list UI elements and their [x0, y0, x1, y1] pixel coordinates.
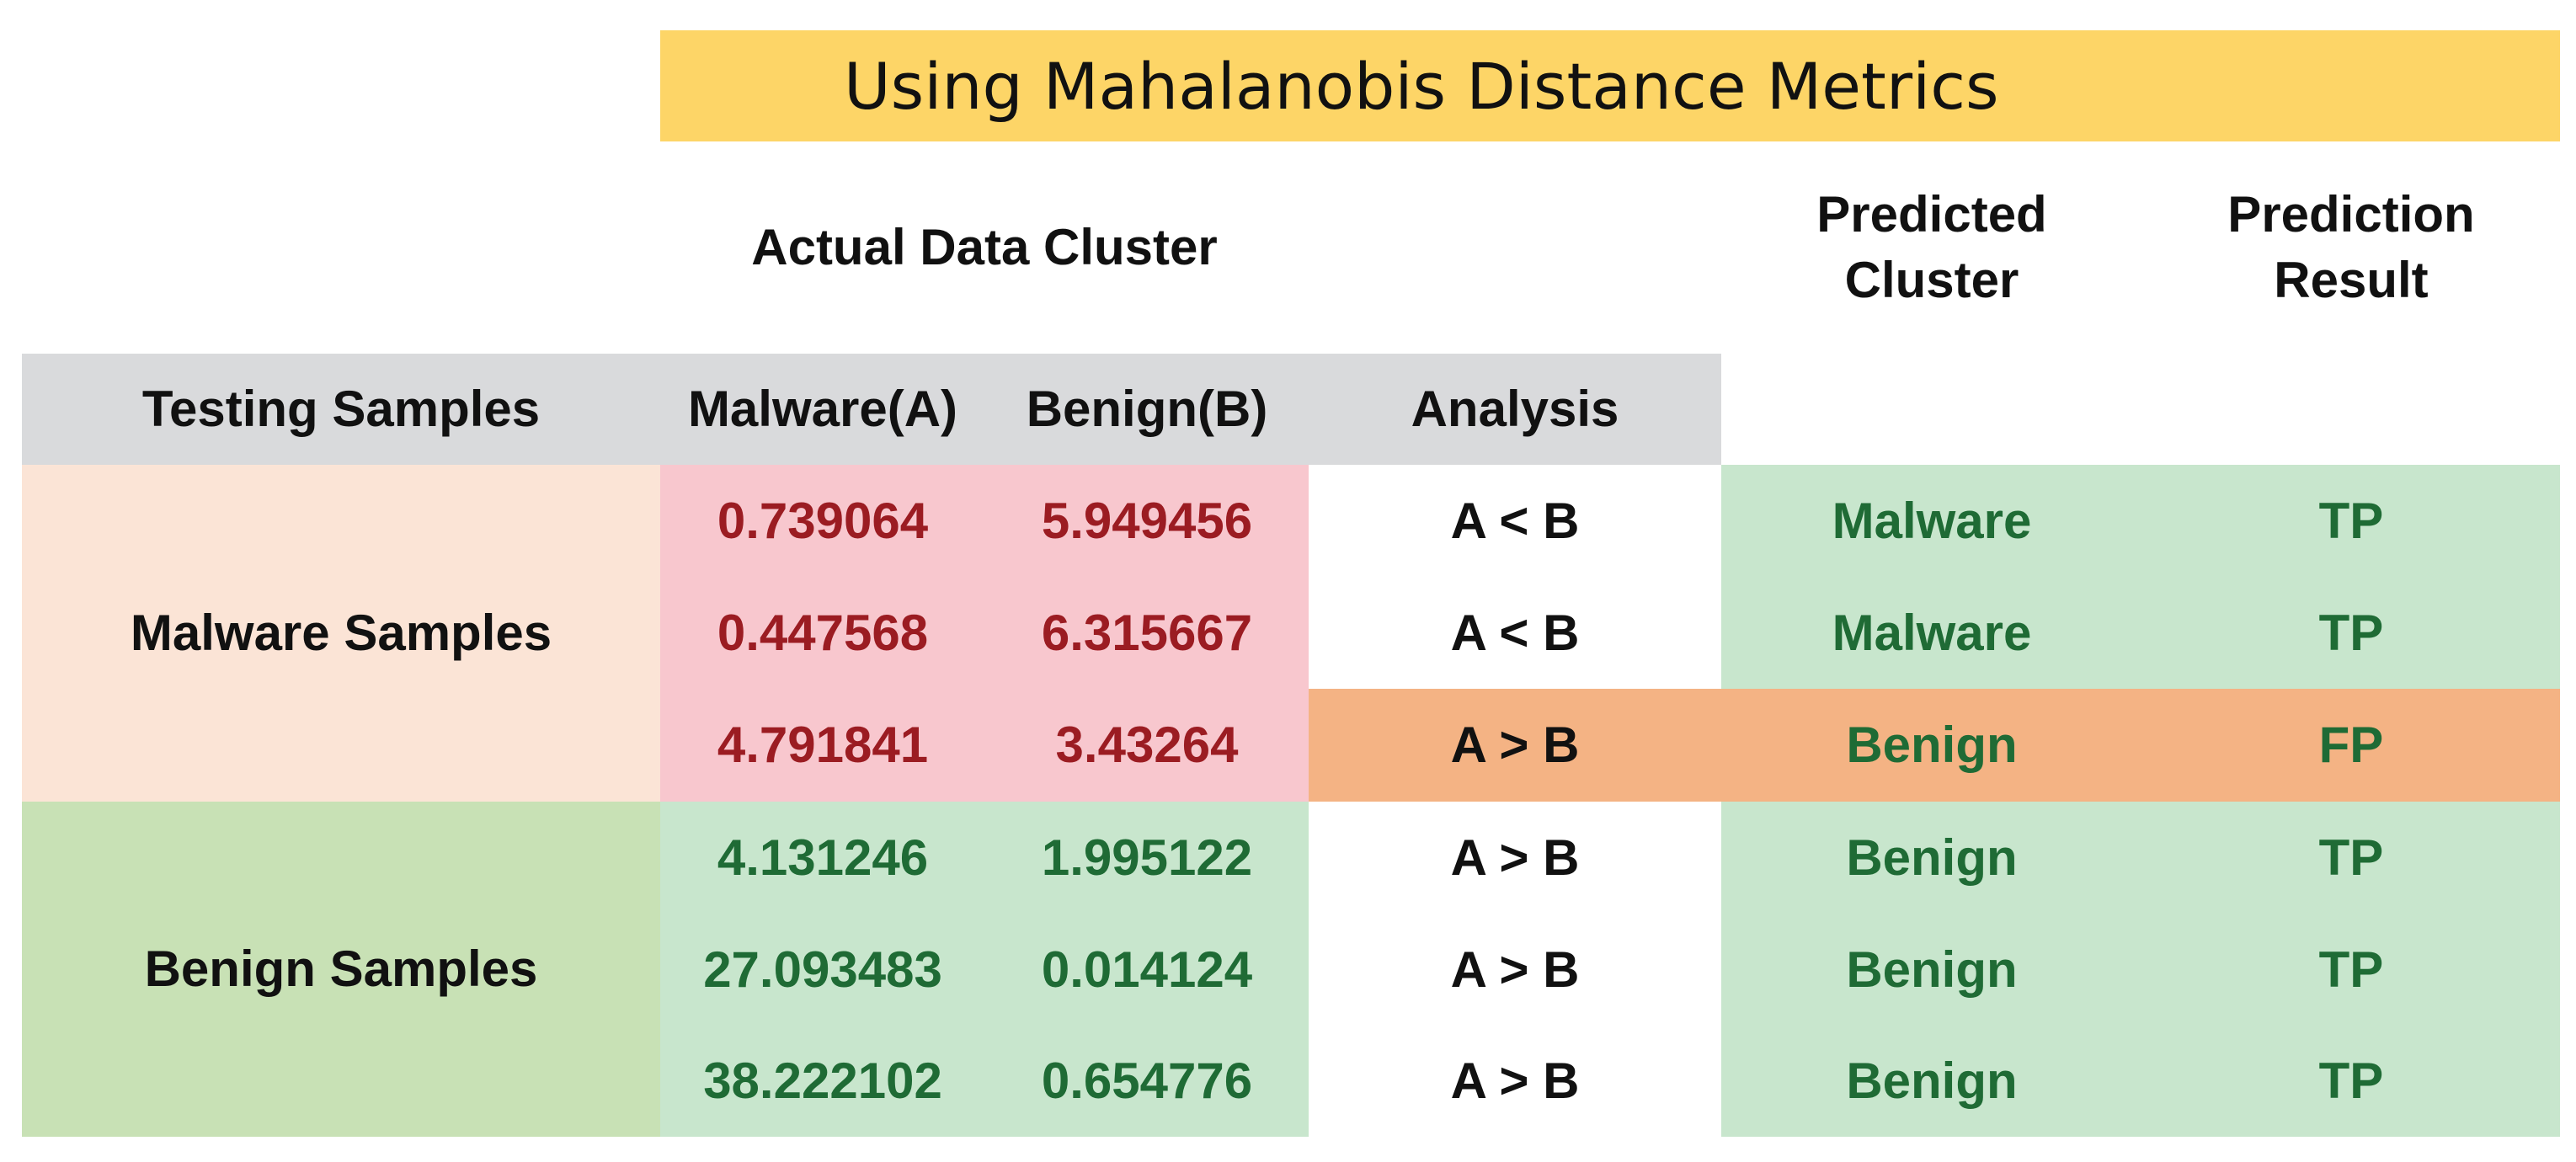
header-benign-b: Benign(B)	[985, 354, 1309, 465]
result-cell: TP	[2142, 802, 2560, 914]
result-cell: TP	[2142, 914, 2560, 1026]
value-a: 4.791841	[660, 689, 985, 802]
predicted-cell: Benign	[1721, 802, 2142, 914]
value-b: 0.654776	[985, 1026, 1309, 1137]
result-cell: TP	[2142, 1026, 2560, 1137]
predicted-cell: Benign	[1721, 1026, 2142, 1137]
header-actual-data-cluster: Actual Data Cluster	[751, 219, 1218, 275]
group-malware-samples: Malware Samples	[22, 465, 660, 802]
analysis-cell: A < B	[1309, 465, 1721, 578]
value-b: 3.43264	[985, 689, 1309, 802]
result-cell: TP	[2142, 465, 2560, 578]
result-cell: FP	[2142, 689, 2560, 802]
predicted-cell: Benign	[1721, 689, 2142, 802]
value-b: 0.014124	[985, 914, 1309, 1026]
header-analysis: Analysis	[1309, 354, 1721, 465]
value-a: 0.447568	[660, 578, 985, 689]
analysis-cell: A > B	[1309, 914, 1721, 1026]
analysis-cell: A > B	[1309, 1026, 1721, 1137]
analysis-cell: A < B	[1309, 578, 1721, 689]
analysis-cell: A > B	[1309, 802, 1721, 914]
value-a: 38.222102	[660, 1026, 985, 1137]
predicted-cell: Malware	[1721, 578, 2142, 689]
value-b: 5.949456	[985, 465, 1309, 578]
header-prediction-result: Prediction Result	[2227, 186, 2475, 308]
table-title: Using Mahalanobis Distance Metrics	[660, 30, 2560, 141]
group-benign-samples: Benign Samples	[22, 802, 660, 1137]
value-a: 27.093483	[660, 914, 985, 1026]
value-a: 0.739064	[660, 465, 985, 578]
value-a: 4.131246	[660, 802, 985, 914]
header-testing-samples: Testing Samples	[22, 354, 660, 465]
value-b: 1.995122	[985, 802, 1309, 914]
analysis-cell: A > B	[1309, 689, 1721, 802]
value-b: 6.315667	[985, 578, 1309, 689]
header-malware-a: Malware(A)	[660, 354, 985, 465]
predicted-cell: Malware	[1721, 465, 2142, 578]
predicted-cell: Benign	[1721, 914, 2142, 1026]
header-predicted-cluster: Predicted Cluster	[1816, 186, 2047, 308]
result-cell: TP	[2142, 578, 2560, 689]
